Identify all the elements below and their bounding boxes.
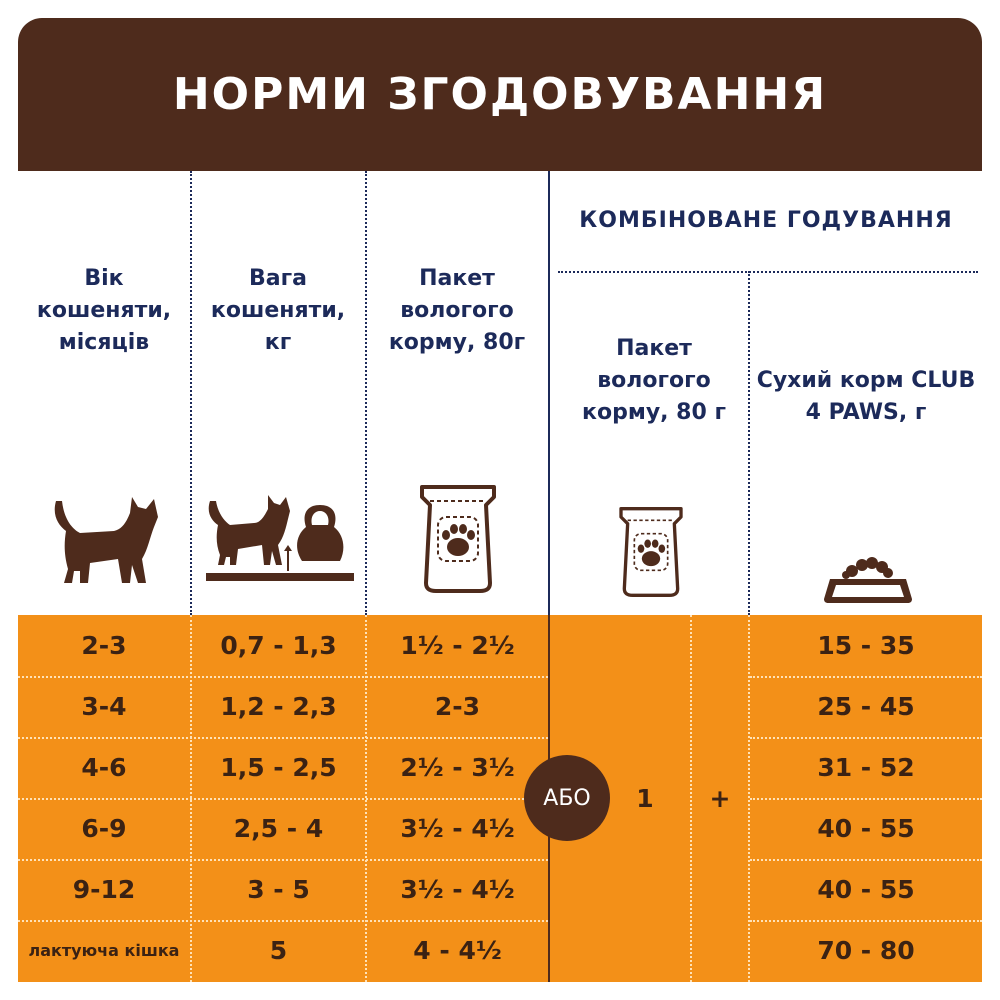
wet-food-cell: 4 - 4½	[413, 936, 502, 965]
row-divider	[18, 737, 548, 739]
row-divider	[750, 737, 982, 739]
header-divider	[190, 171, 192, 615]
header-divider	[748, 271, 750, 615]
row-divider	[750, 920, 982, 922]
header-combined-dry: Сухий корм CLUB 4 PAWS, г	[756, 368, 976, 425]
row-divider	[18, 859, 548, 861]
or-badge: АБО	[524, 755, 610, 841]
weight-cell: 3 - 5	[247, 875, 310, 904]
header-wet-food: Пакет вологого корму, 80г	[388, 266, 526, 355]
wet-food-cell: 2½ - 3½	[400, 753, 515, 782]
row-divider	[750, 859, 982, 861]
feeding-table-card: НОРМИ ЗГОДОВУВАННЯ Вік кошеняти, місяців…	[18, 18, 982, 982]
age-cell: 3-4	[81, 692, 127, 721]
header-combined-wet: Пакет вологого корму, 80 г	[582, 336, 726, 425]
dry-food-cell: 40 - 55	[817, 875, 915, 904]
table-row: 6-9 2,5 - 4 3½ - 4½ 40 - 55	[18, 798, 982, 859]
weight-cell: 1,5 - 2,5	[220, 753, 337, 782]
weight-cell: 5	[269, 936, 288, 965]
kitten-icon	[54, 497, 158, 583]
wet-food-cell: 1½ - 2½	[400, 631, 515, 660]
table-row: 9-12 3 - 5 3½ - 4½ 40 - 55	[18, 859, 982, 920]
row-divider	[750, 798, 982, 800]
column-divider	[690, 615, 692, 982]
table-header: Вік кошеняти, місяців Вага кошеняти, кг …	[18, 171, 982, 615]
food-bowl-icon	[824, 557, 912, 603]
age-cell: 2-3	[81, 631, 127, 660]
table-body: 2-3 0,7 - 1,3 1½ - 2½ 15 - 35 3-4 1,2 - …	[18, 615, 982, 982]
age-cell: 6-9	[81, 814, 127, 843]
header-weight: Вага кошеняти, кг	[210, 266, 346, 355]
kitten-weight-icon	[206, 495, 354, 581]
dry-food-cell: 15 - 35	[817, 631, 915, 660]
wet-food-cell: 3½ - 4½	[400, 875, 515, 904]
age-cell: 4-6	[81, 753, 127, 782]
weight-cell: 1,2 - 2,3	[220, 692, 337, 721]
wet-food-cell: 3½ - 4½	[400, 814, 515, 843]
row-divider	[750, 676, 982, 678]
dry-food-cell: 40 - 55	[817, 814, 915, 843]
header-age: Вік кошеняти, місяців	[36, 266, 172, 355]
food-pouch-icon	[619, 506, 683, 597]
table-row: лактуюча кішка 5 4 - 4½ 70 - 80	[18, 920, 982, 981]
section-divider	[548, 171, 550, 615]
food-pouch-icon	[420, 485, 496, 593]
table-row: 4-6 1,5 - 2,5 2½ - 3½ 31 - 52	[18, 737, 982, 798]
wet-food-cell: 2-3	[434, 692, 481, 721]
header-divider	[558, 271, 978, 273]
header-divider	[365, 171, 367, 615]
dry-food-cell: 25 - 45	[817, 692, 915, 721]
row-divider	[18, 798, 548, 800]
row-divider	[18, 676, 548, 678]
age-cell: 9-12	[72, 875, 136, 904]
dry-food-cell: 70 - 80	[817, 936, 915, 965]
table-row: 3-4 1,2 - 2,3 2-3 25 - 45	[18, 676, 982, 737]
age-cell: лактуюча кішка	[28, 940, 180, 960]
dry-food-cell: 31 - 52	[817, 753, 915, 782]
column-divider	[748, 615, 750, 982]
header-combined-feeding: КОМБІНОВАНЕ ГОДУВАННЯ	[579, 208, 953, 233]
weight-cell: 0,7 - 1,3	[220, 631, 337, 660]
table-row: 2-3 0,7 - 1,3 1½ - 2½ 15 - 35	[18, 615, 982, 676]
title-banner: НОРМИ ЗГОДОВУВАННЯ	[18, 18, 982, 171]
plus-sign: +	[709, 784, 731, 813]
weight-cell: 2,5 - 4	[233, 814, 324, 843]
combined-wet-value: 1	[636, 784, 654, 813]
row-divider	[18, 920, 548, 922]
page-title: НОРМИ ЗГОДОВУВАННЯ	[172, 69, 828, 120]
